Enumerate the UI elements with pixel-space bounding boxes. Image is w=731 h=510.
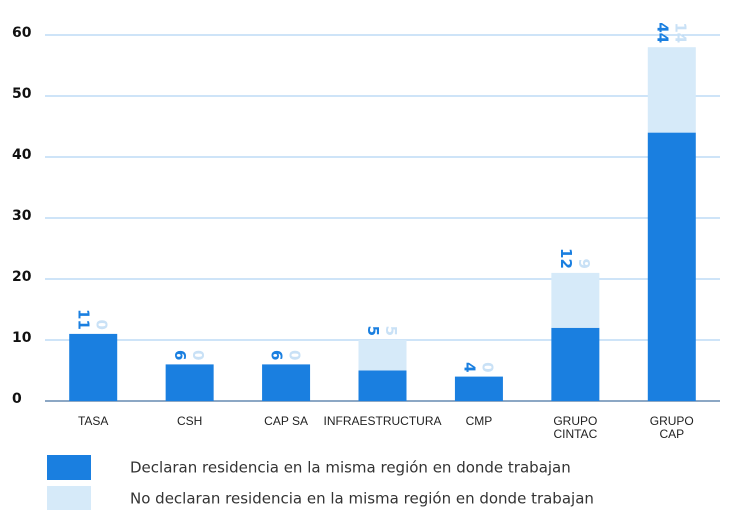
data-label: 0 xyxy=(93,319,111,329)
y-tick-label: 10 xyxy=(12,330,32,346)
legend-swatch xyxy=(47,455,91,480)
y-tick-label: 30 xyxy=(12,208,32,224)
y-tick-label: 50 xyxy=(12,86,32,102)
bar-segment xyxy=(165,364,214,401)
y-tick-label: 40 xyxy=(12,147,32,163)
data-label: 5 xyxy=(364,326,382,336)
bar-segment xyxy=(647,132,696,401)
y-tick-label: 0 xyxy=(12,391,22,407)
data-label: 5 xyxy=(382,326,400,336)
data-label: 4 xyxy=(460,362,478,372)
y-tick-label: 60 xyxy=(12,25,32,41)
bar-segment xyxy=(647,47,696,133)
x-tick-label: GRUPO CAP xyxy=(650,414,694,441)
y-tick-label: 20 xyxy=(12,269,32,285)
data-label: 6 xyxy=(171,350,189,360)
x-tick-label: CSH xyxy=(177,414,202,428)
x-tick-label: CAP SA xyxy=(264,414,308,428)
data-label: 0 xyxy=(286,350,304,360)
x-tick-label: TASA xyxy=(78,414,108,428)
data-label: 0 xyxy=(189,350,207,360)
data-label: 11 xyxy=(75,309,93,330)
bar-segment xyxy=(551,327,600,401)
bar-segment xyxy=(358,370,407,401)
legend-label: No declaran residencia en la misma regió… xyxy=(130,490,594,508)
data-label: 6 xyxy=(268,350,286,360)
data-label: 9 xyxy=(575,258,593,268)
x-tick-label: GRUPO CINTAC xyxy=(553,414,597,441)
data-label: 0 xyxy=(478,362,496,372)
legend-label: Declaran residencia en la misma región e… xyxy=(130,459,571,477)
data-label: 14 xyxy=(671,22,689,43)
data-label: 12 xyxy=(557,248,575,269)
bar-segment xyxy=(262,364,311,401)
legend-swatch xyxy=(47,486,91,510)
data-label: 44 xyxy=(653,22,671,43)
bar-segment xyxy=(358,340,407,371)
bar-segment xyxy=(551,272,600,328)
x-tick-label: INFRAESTRUCTURA xyxy=(323,414,441,428)
bar-segment xyxy=(454,376,503,401)
bar-segment xyxy=(69,333,118,401)
x-tick-label: CMP xyxy=(466,414,493,428)
